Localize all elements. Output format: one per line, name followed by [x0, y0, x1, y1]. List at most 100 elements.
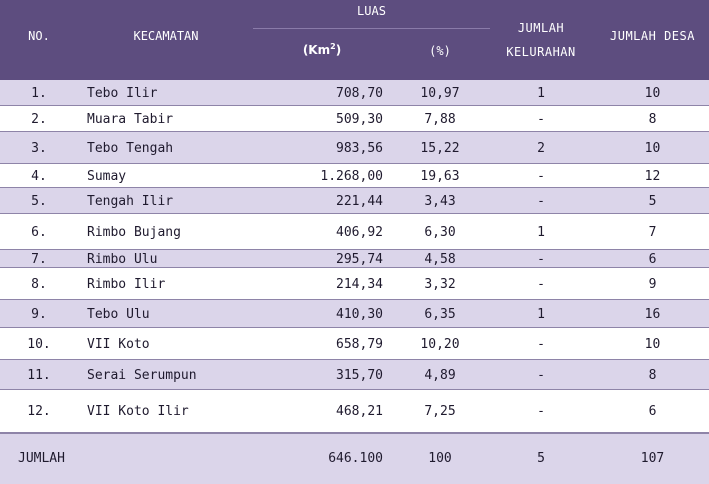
row-kelurahan: 1: [537, 225, 545, 240]
row-no: 12.: [27, 404, 51, 419]
header-no: NO.: [28, 29, 50, 43]
row-km2: 708,70: [336, 86, 383, 101]
row-desa: 7: [648, 225, 657, 240]
table-row: 9. Tebo Ulu 410,30 6,35 1 16: [0, 300, 709, 328]
row-desa: 12: [644, 169, 661, 184]
total-percent: 100: [428, 451, 452, 466]
row-km2: 1.268,00: [320, 169, 383, 184]
row-desa: 6: [648, 252, 657, 267]
table-row: 3. Tebo Tengah 983,56 15,22 2 10: [0, 132, 709, 164]
row-desa: 9: [648, 277, 657, 292]
row-separator: [0, 249, 709, 250]
table-row: 12. VII Koto Ilir 468,21 7,25 - 6: [0, 390, 709, 433]
row-kecamatan: Rimbo Ulu: [87, 252, 158, 267]
row-no: 7.: [31, 252, 47, 267]
row-kelurahan: -: [537, 252, 545, 267]
header-km2: (Km2): [302, 42, 342, 57]
row-kecamatan: Sumay: [87, 169, 127, 184]
row-percent: 7,88: [424, 112, 456, 127]
row-desa: 8: [648, 112, 657, 127]
total-km2: 646.100: [328, 451, 383, 466]
table-row: 8. Rimbo Ilir 214,34 3,32 - 9: [0, 268, 709, 300]
row-percent: 10,97: [420, 86, 460, 101]
row-kelurahan: -: [537, 277, 545, 292]
row-percent: 10,20: [420, 337, 460, 352]
table-row: 10. VII Koto 658,79 10,20 - 10: [0, 328, 709, 360]
row-desa: 10: [644, 141, 661, 156]
table-row: 4. Sumay 1.268,00 19,63 - 12: [0, 164, 709, 188]
row-percent: 4,89: [424, 368, 456, 383]
row-separator: [0, 213, 709, 214]
row-separator: [0, 299, 709, 300]
table-row: 7. Rimbo Ulu 295,74 4,58 - 6: [0, 250, 709, 268]
row-km2: 295,74: [336, 252, 383, 267]
total-desa: 107: [640, 451, 665, 466]
row-desa: 10: [644, 337, 661, 352]
row-no: 1.: [31, 86, 47, 101]
table-row: 6. Rimbo Bujang 406,92 6,30 1 7: [0, 214, 709, 250]
row-separator: [0, 389, 709, 390]
row-km2: 315,70: [336, 368, 383, 383]
row-desa: 6: [648, 404, 657, 419]
header-kecamatan: KECAMATAN: [133, 29, 199, 43]
row-separator: [0, 131, 709, 132]
row-kecamatan: VII Koto Ilir: [87, 404, 189, 419]
table-row: 1. Tebo Ilir 708,70 10,97 1 10: [0, 80, 709, 106]
row-no: 11.: [27, 368, 51, 383]
row-kecamatan: Tengah Ilir: [87, 194, 174, 209]
row-separator: [0, 359, 709, 360]
row-desa: 8: [648, 368, 657, 383]
row-kecamatan: Rimbo Ilir: [87, 277, 166, 292]
header-percent: (%): [429, 44, 451, 58]
row-no: 10.: [27, 337, 51, 352]
header-desa: JUMLAH DESA: [610, 29, 695, 43]
row-kecamatan: Tebo Ulu: [87, 307, 150, 322]
row-kelurahan: -: [537, 169, 545, 184]
row-kecamatan: Muara Tabir: [87, 112, 174, 127]
row-km2: 410,30: [336, 307, 383, 322]
header-divider: [253, 28, 490, 29]
row-km2: 658,79: [336, 337, 383, 352]
row-kelurahan: -: [537, 404, 545, 419]
row-percent: 6,35: [424, 307, 456, 322]
row-no: 4.: [31, 169, 47, 184]
row-no: 9.: [31, 307, 47, 322]
total-kelurahan: 5: [537, 451, 545, 466]
row-km2: 221,44: [336, 194, 383, 209]
row-km2: 406,92: [336, 225, 383, 240]
row-desa: 10: [644, 86, 661, 101]
row-kelurahan: -: [537, 112, 545, 127]
table-row: 5. Tengah Ilir 221,44 3,43 - 5: [0, 188, 709, 214]
row-separator: [0, 267, 709, 268]
row-km2: 983,56: [336, 141, 383, 156]
row-kelurahan: -: [537, 194, 545, 209]
row-kelurahan: 1: [537, 86, 545, 101]
row-kecamatan: Tebo Ilir: [87, 86, 158, 101]
row-no: 6.: [31, 225, 47, 240]
row-kelurahan: 1: [537, 307, 545, 322]
row-kecamatan: Rimbo Bujang: [87, 225, 181, 240]
row-kecamatan: Serai Serumpun: [87, 368, 197, 383]
row-kelurahan: -: [537, 368, 545, 383]
row-kecamatan: VII Koto: [87, 337, 150, 352]
row-percent: 3,43: [424, 194, 456, 209]
row-no: 2.: [31, 112, 47, 127]
table-row: 2. Muara Tabir 509,30 7,88 - 8: [0, 106, 709, 132]
row-separator: [0, 187, 709, 188]
row-desa: 16: [644, 307, 661, 322]
total-row: JUMLAH 646.100 100 5 107: [0, 433, 709, 484]
total-label: JUMLAH: [18, 451, 65, 466]
row-kelurahan: -: [537, 337, 545, 352]
row-no: 8.: [31, 277, 47, 292]
row-km2: 468,21: [336, 404, 383, 419]
header-luas: LUAS: [357, 4, 386, 18]
row-separator: [0, 105, 709, 106]
row-percent: 15,22: [420, 141, 460, 156]
row-km2: 509,30: [336, 112, 383, 127]
row-no: 5.: [31, 194, 47, 209]
row-no: 3.: [31, 141, 47, 156]
row-percent: 7,25: [424, 404, 456, 419]
table-header: NO. KECAMATAN LUAS (Km2) (%) JUMLAH KELU…: [0, 0, 709, 80]
row-percent: 4,58: [424, 252, 456, 267]
row-separator: [0, 432, 709, 433]
